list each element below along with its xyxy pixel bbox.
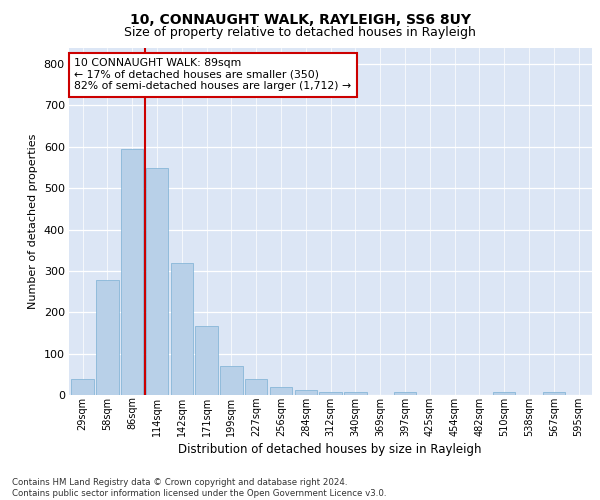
- Text: Distribution of detached houses by size in Rayleigh: Distribution of detached houses by size …: [178, 442, 482, 456]
- Bar: [542, 392, 565, 395]
- Bar: [344, 392, 367, 395]
- Bar: [319, 392, 342, 395]
- Bar: [146, 168, 168, 395]
- Bar: [295, 390, 317, 395]
- Bar: [270, 386, 292, 395]
- Bar: [71, 380, 94, 395]
- Bar: [96, 280, 119, 395]
- Text: Size of property relative to detached houses in Rayleigh: Size of property relative to detached ho…: [124, 26, 476, 39]
- Bar: [196, 326, 218, 395]
- Bar: [394, 392, 416, 395]
- Text: 10 CONNAUGHT WALK: 89sqm
← 17% of detached houses are smaller (350)
82% of semi-: 10 CONNAUGHT WALK: 89sqm ← 17% of detach…: [74, 58, 352, 91]
- Bar: [245, 380, 268, 395]
- Bar: [493, 392, 515, 395]
- Bar: [170, 262, 193, 395]
- Bar: [220, 366, 242, 395]
- Text: Contains HM Land Registry data © Crown copyright and database right 2024.
Contai: Contains HM Land Registry data © Crown c…: [12, 478, 386, 498]
- Y-axis label: Number of detached properties: Number of detached properties: [28, 134, 38, 309]
- Bar: [121, 149, 143, 395]
- Text: 10, CONNAUGHT WALK, RAYLEIGH, SS6 8UY: 10, CONNAUGHT WALK, RAYLEIGH, SS6 8UY: [130, 12, 470, 26]
